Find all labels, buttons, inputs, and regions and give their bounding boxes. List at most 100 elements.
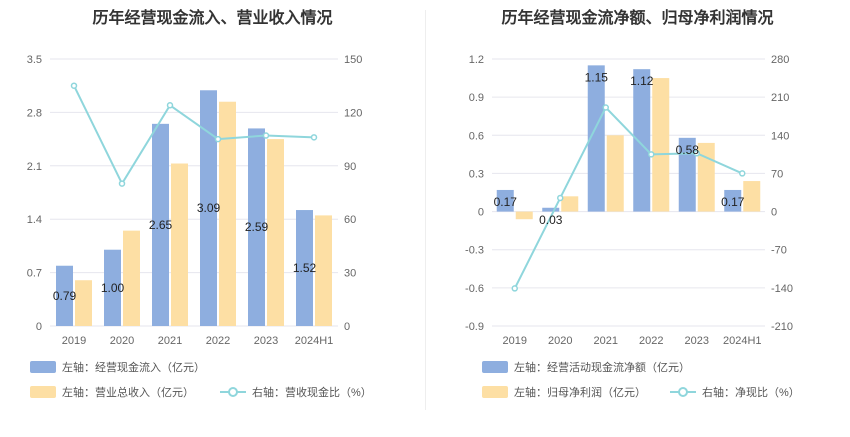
y-right-tick-label: 30 (344, 268, 356, 280)
legend-item-cash-revenue-ratio[interactable]: 右轴：营收现金比（%） (220, 384, 372, 400)
legend-item-net-operating-cashflow[interactable]: 左轴：经营活动现金流净额（亿元） (482, 359, 690, 375)
bar-primary (633, 69, 651, 212)
y-right-tick-label: 280 (771, 54, 789, 66)
bar-secondary (561, 196, 579, 212)
y-right-tick-label: 210 (771, 92, 789, 104)
bar-primary (678, 137, 696, 212)
y-left-tick-label: 0.6 (469, 130, 484, 142)
x-tick-label: 2020 (548, 335, 572, 347)
ratio-point (214, 135, 222, 143)
legend-label: 右轴：净现比（%） (702, 387, 800, 399)
legend-item-net-cash-ratio[interactable]: 右轴：净现比（%） (670, 384, 800, 400)
legend-swatch-bar (30, 361, 56, 373)
ratio-point (511, 285, 518, 292)
bar-primary (104, 249, 121, 326)
y-left-tick-label: -0.3 (465, 245, 484, 257)
bar-primary (56, 265, 73, 326)
data-label: 0.03 (539, 213, 563, 227)
legend-swatch-bar (482, 386, 508, 398)
ratio-point (739, 170, 746, 177)
y-right-tick-label: -210 (771, 321, 793, 333)
x-tick-label: 2024H1 (295, 335, 334, 347)
data-label: 1.12 (630, 74, 654, 88)
legend-label: 左轴：营业总收入（亿元） (62, 387, 194, 399)
panel-divider (425, 10, 426, 410)
y-left-tick-label: 0.9 (469, 92, 484, 104)
y-right-tick-label: 70 (771, 168, 783, 180)
x-tick-label: 2023 (254, 335, 278, 347)
y-left-tick-label: 1.4 (27, 214, 42, 226)
y-left-tick-label: 0.7 (27, 268, 42, 280)
data-label: 2.59 (245, 220, 269, 234)
legend-swatch-line (220, 386, 246, 398)
legend-label: 左轴：经营现金流入（亿元） (62, 362, 205, 374)
bar-secondary (171, 163, 188, 326)
bar-primary (496, 189, 514, 212)
y-right-tick-label: 120 (344, 107, 362, 119)
bar-secondary (123, 230, 140, 326)
x-tick-label: 2022 (639, 335, 663, 347)
x-tick-label: 2023 (685, 335, 709, 347)
legend-swatch-line (670, 386, 696, 398)
y-right-tick-label: 140 (771, 130, 789, 142)
data-label: 1.52 (293, 261, 317, 275)
chart-panel-cashflow-inflow: 历年经营现金流入、营业收入情况 0 0.7 1.4 2.1 2.8 3.5 0 30 60 90 1… (27, 10, 372, 400)
bar-secondary (315, 215, 332, 326)
ratio-point (602, 104, 609, 111)
x-tick-label: 2021 (594, 335, 618, 347)
bar-secondary (219, 101, 236, 326)
bar-primary (200, 90, 217, 326)
ratio-line (73, 85, 315, 186)
ratio-point (262, 132, 270, 139)
legend-item-net-profit[interactable]: 左轴：归母净利润（亿元） (482, 384, 646, 400)
bar-primary (248, 128, 265, 326)
y-right-tick-label: 0 (344, 321, 350, 333)
y-left-tick-label: 0 (478, 207, 484, 219)
y-left-tick-label: 0.3 (469, 168, 484, 180)
x-tick-label: 2019 (503, 335, 527, 347)
ratio-line (513, 105, 743, 289)
x-tick-label: 2022 (206, 335, 230, 347)
y-left-tick-label: -0.9 (465, 321, 484, 333)
y-left-tick-label: 2.8 (27, 107, 42, 119)
legend-item-revenue[interactable]: 左轴：营业总收入（亿元） (30, 384, 194, 400)
bar-primary (152, 123, 169, 326)
ratio-point (118, 180, 126, 187)
y-left-tick-label: 2.1 (27, 161, 42, 173)
ratio-point (166, 102, 174, 109)
x-tick-label: 2019 (62, 335, 86, 347)
data-label: 1.15 (585, 70, 609, 84)
chart-title: 历年经营现金流净额、归母净利润情况 (501, 10, 774, 27)
bar-secondary (743, 181, 761, 212)
bar-secondary (515, 211, 533, 220)
bar-secondary (75, 280, 92, 326)
x-tick-label: 2020 (110, 335, 134, 347)
ratio-point (648, 151, 655, 158)
legend-swatch-bar (482, 361, 508, 373)
data-label: 2.65 (149, 218, 173, 232)
x-tick-label: 2024H1 (723, 335, 762, 347)
bar-secondary (267, 139, 284, 326)
legend-label: 右轴：营收现金比（%） (252, 387, 372, 399)
x-tick-label: 2021 (158, 335, 182, 347)
chart-panel-net-cashflow: 历年经营现金流净额、归母净利润情况 -0.9 -0.6 -0.3 0 0.3 0.6 0.9… (425, 0, 850, 437)
bar-primary (542, 207, 560, 212)
ratio-point (70, 82, 78, 89)
chart-title: 历年经营现金流入、营业收入情况 (92, 10, 333, 27)
y-left-tick-label: -0.6 (465, 283, 484, 295)
legend-item-cash-inflow[interactable]: 左轴：经营现金流入（亿元） (30, 359, 205, 375)
y-right-tick-label: 60 (344, 214, 356, 226)
bar-secondary (652, 78, 670, 212)
y-left-tick-label: 1.2 (469, 54, 484, 66)
y-right-tick-label: -70 (771, 245, 787, 257)
chart-plot-net-cashflow: -0.9 -0.6 -0.3 0 0.3 0.6 0.9 1.2 -210 -140 -70 0 70 1… (465, 54, 793, 347)
data-label: 0.58 (676, 143, 700, 157)
data-label: 1.00 (101, 281, 125, 295)
y-right-tick-label: 150 (344, 54, 362, 66)
y-right-tick-label: 0 (771, 207, 777, 219)
data-label: 3.09 (197, 201, 221, 215)
bar-secondary (697, 142, 715, 212)
data-label: 0.79 (53, 289, 77, 303)
legend-swatch-bar (30, 386, 56, 398)
data-label: 0.17 (721, 195, 745, 209)
